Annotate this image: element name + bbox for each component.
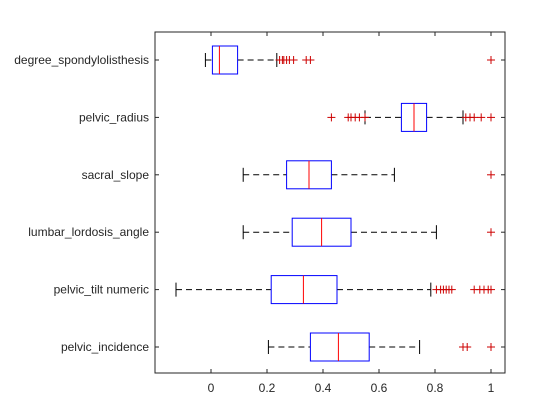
y-tick-label: degree_spondylolisthesis: [14, 53, 149, 67]
outlier-point: [487, 56, 495, 64]
box-sacral-slope: [242, 160, 495, 190]
box-lumbar-lordosis-angle: [242, 217, 495, 247]
y-tick-label: lumbar_lordosis_angle: [28, 225, 149, 239]
iqr-box: [309, 332, 370, 362]
tick-labels: 0 0.2 0.4 0.6 0.8 1 degree_spondylolisthesispe…: [14, 53, 494, 395]
iqr-box: [211, 45, 239, 75]
x-tick-label: 0.8: [427, 381, 444, 395]
outlier-point: [487, 228, 495, 237]
box-series: [175, 45, 495, 362]
outlier-point: [447, 285, 456, 294]
outlier-point: [487, 343, 495, 351]
x-tick-label: 0.2: [259, 381, 276, 395]
x-tick-label: 0.4: [315, 381, 332, 395]
x-tick-label: 0.6: [371, 381, 388, 395]
box-pelvic-incidence: [267, 332, 495, 362]
axes: [154, 31, 506, 374]
outlier-point: [487, 285, 495, 294]
outlier-point: [463, 343, 472, 351]
box-pelvic-tilt-numeric: [175, 275, 495, 305]
y-tick-label: pelvic_incidence: [61, 340, 149, 354]
y-tick-label: sacral_slope: [82, 168, 150, 182]
x-tick-label: 1: [488, 381, 495, 395]
outlier-point: [327, 113, 336, 122]
outlier-point: [477, 113, 486, 122]
iqr-box: [270, 275, 338, 305]
y-tick-label: pelvic_radius: [79, 110, 149, 124]
plot-frame: [154, 31, 506, 374]
outlier-point: [289, 56, 298, 64]
y-tick-label: pelvic_tilt numeric: [54, 283, 149, 297]
outlier-point: [470, 113, 479, 122]
outlier-point: [361, 113, 369, 122]
outlier-point: [306, 56, 315, 64]
x-tick-label: 0: [208, 381, 215, 395]
box-pelvic-radius: [327, 102, 495, 132]
outlier-point: [487, 113, 495, 122]
box-degree-spondylolisthesis: [204, 45, 495, 75]
outlier-point: [487, 170, 495, 179]
